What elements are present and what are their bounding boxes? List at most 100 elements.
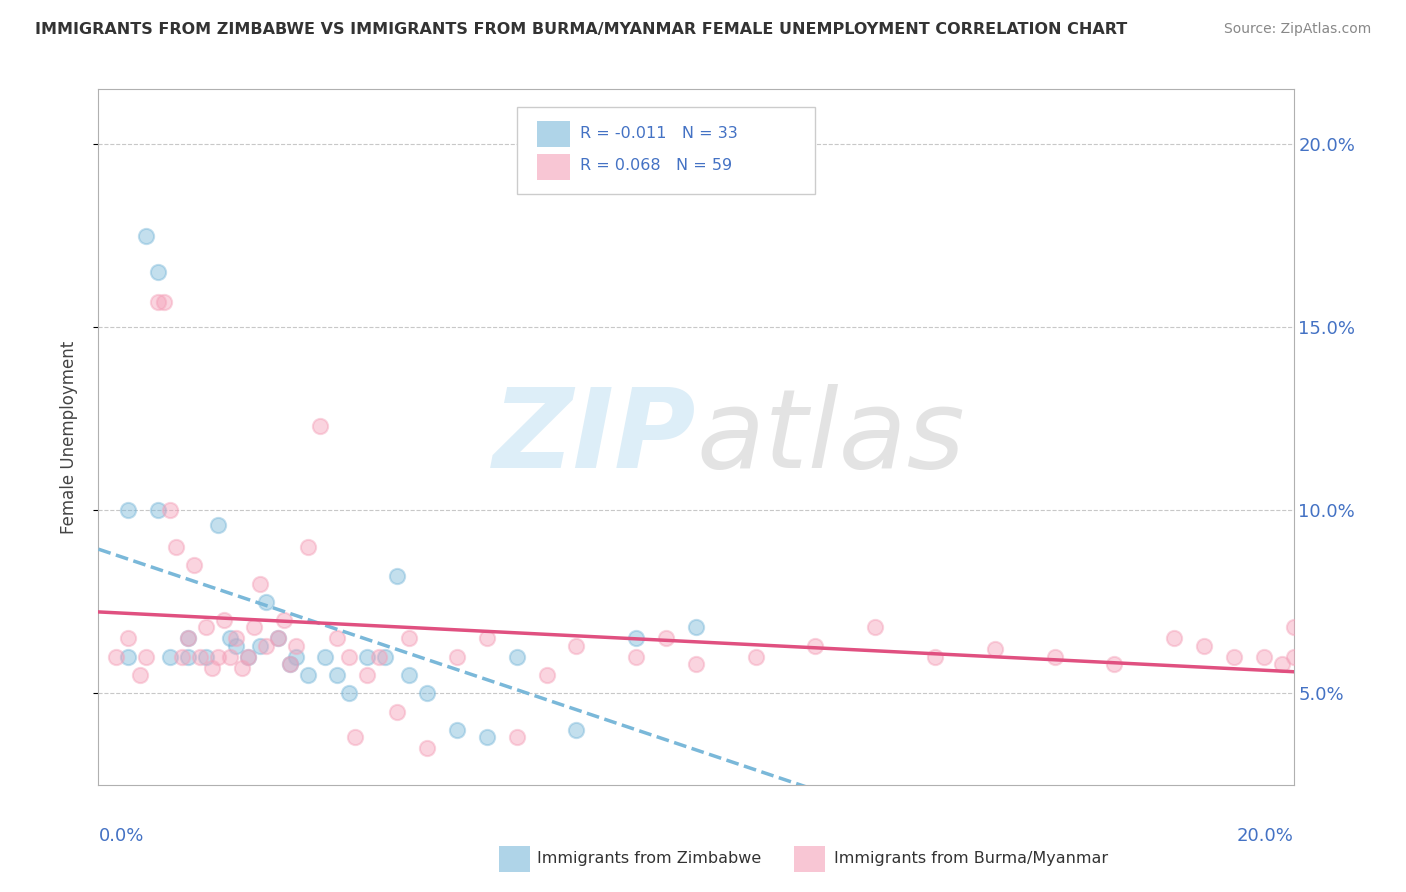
FancyBboxPatch shape	[537, 154, 571, 179]
Point	[506, 731, 529, 745]
Point	[385, 705, 409, 719]
Point	[219, 632, 242, 646]
Point	[655, 632, 678, 646]
Point	[254, 595, 277, 609]
Point	[195, 620, 218, 634]
Point	[1282, 649, 1305, 664]
Point	[284, 639, 307, 653]
Point	[475, 731, 498, 745]
Y-axis label: Female Unemployment: Female Unemployment	[59, 341, 77, 533]
Point	[117, 632, 139, 646]
Point	[297, 540, 319, 554]
Point	[267, 632, 290, 646]
Point	[446, 649, 468, 664]
Point	[159, 649, 181, 664]
Point	[374, 649, 396, 664]
Point	[284, 649, 307, 664]
Point	[344, 731, 367, 745]
Point	[385, 569, 409, 583]
Point	[148, 294, 170, 309]
Point	[416, 741, 439, 756]
Point	[243, 620, 266, 634]
Point	[135, 649, 157, 664]
FancyBboxPatch shape	[517, 106, 815, 194]
Point	[254, 639, 277, 653]
Point	[278, 657, 301, 672]
Point	[536, 668, 558, 682]
Point	[446, 723, 468, 737]
Text: R = -0.011   N = 33: R = -0.011 N = 33	[581, 126, 738, 141]
Point	[356, 668, 378, 682]
Point	[231, 661, 253, 675]
Point	[1271, 657, 1294, 672]
Point	[1223, 649, 1246, 664]
Point	[195, 649, 218, 664]
Point	[1282, 620, 1305, 634]
Point	[172, 649, 194, 664]
Point	[148, 265, 170, 279]
Text: ZIP: ZIP	[492, 384, 696, 491]
Point	[745, 649, 768, 664]
Point	[249, 639, 271, 653]
Point	[804, 639, 827, 653]
Point	[326, 668, 349, 682]
Point	[685, 657, 707, 672]
Point	[177, 649, 200, 664]
Point	[225, 632, 247, 646]
Point	[315, 649, 337, 664]
Point	[105, 649, 128, 664]
Point	[148, 503, 170, 517]
Point	[249, 576, 271, 591]
Text: Immigrants from Zimbabwe: Immigrants from Zimbabwe	[537, 852, 761, 866]
Point	[177, 632, 200, 646]
Point	[212, 613, 235, 627]
Text: Source: ZipAtlas.com: Source: ZipAtlas.com	[1223, 22, 1371, 37]
Point	[177, 632, 200, 646]
Point	[236, 649, 259, 664]
Point	[267, 632, 290, 646]
Point	[278, 657, 301, 672]
Text: R = 0.068   N = 59: R = 0.068 N = 59	[581, 158, 733, 173]
Point	[339, 686, 361, 700]
Point	[1253, 649, 1275, 664]
Text: atlas: atlas	[696, 384, 965, 491]
Point	[1163, 632, 1185, 646]
Point	[626, 649, 648, 664]
Point	[565, 639, 588, 653]
Point	[506, 649, 529, 664]
Point	[685, 620, 707, 634]
Point	[626, 632, 648, 646]
Text: 20.0%: 20.0%	[1237, 827, 1294, 845]
Point	[201, 661, 224, 675]
Point	[984, 642, 1007, 657]
Point	[924, 649, 946, 664]
Point	[308, 419, 330, 434]
Text: IMMIGRANTS FROM ZIMBABWE VS IMMIGRANTS FROM BURMA/MYANMAR FEMALE UNEMPLOYMENT CO: IMMIGRANTS FROM ZIMBABWE VS IMMIGRANTS F…	[35, 22, 1128, 37]
Point	[368, 649, 391, 664]
Point	[153, 294, 176, 309]
Point	[398, 668, 420, 682]
Point	[475, 632, 498, 646]
Point	[129, 668, 152, 682]
Point	[565, 723, 588, 737]
Text: Immigrants from Burma/Myanmar: Immigrants from Burma/Myanmar	[834, 852, 1108, 866]
Point	[398, 632, 420, 646]
Point	[297, 668, 319, 682]
Point	[236, 649, 259, 664]
Point	[165, 540, 187, 554]
Point	[188, 649, 211, 664]
Point	[1043, 649, 1066, 664]
Point	[339, 649, 361, 664]
Point	[207, 649, 229, 664]
Point	[117, 503, 139, 517]
Point	[1192, 639, 1215, 653]
Point	[219, 649, 242, 664]
Point	[159, 503, 181, 517]
Point	[356, 649, 378, 664]
Point	[1104, 657, 1126, 672]
Point	[416, 686, 439, 700]
Point	[207, 518, 229, 533]
Point	[183, 558, 205, 573]
Point	[865, 620, 887, 634]
Text: 0.0%: 0.0%	[98, 827, 143, 845]
